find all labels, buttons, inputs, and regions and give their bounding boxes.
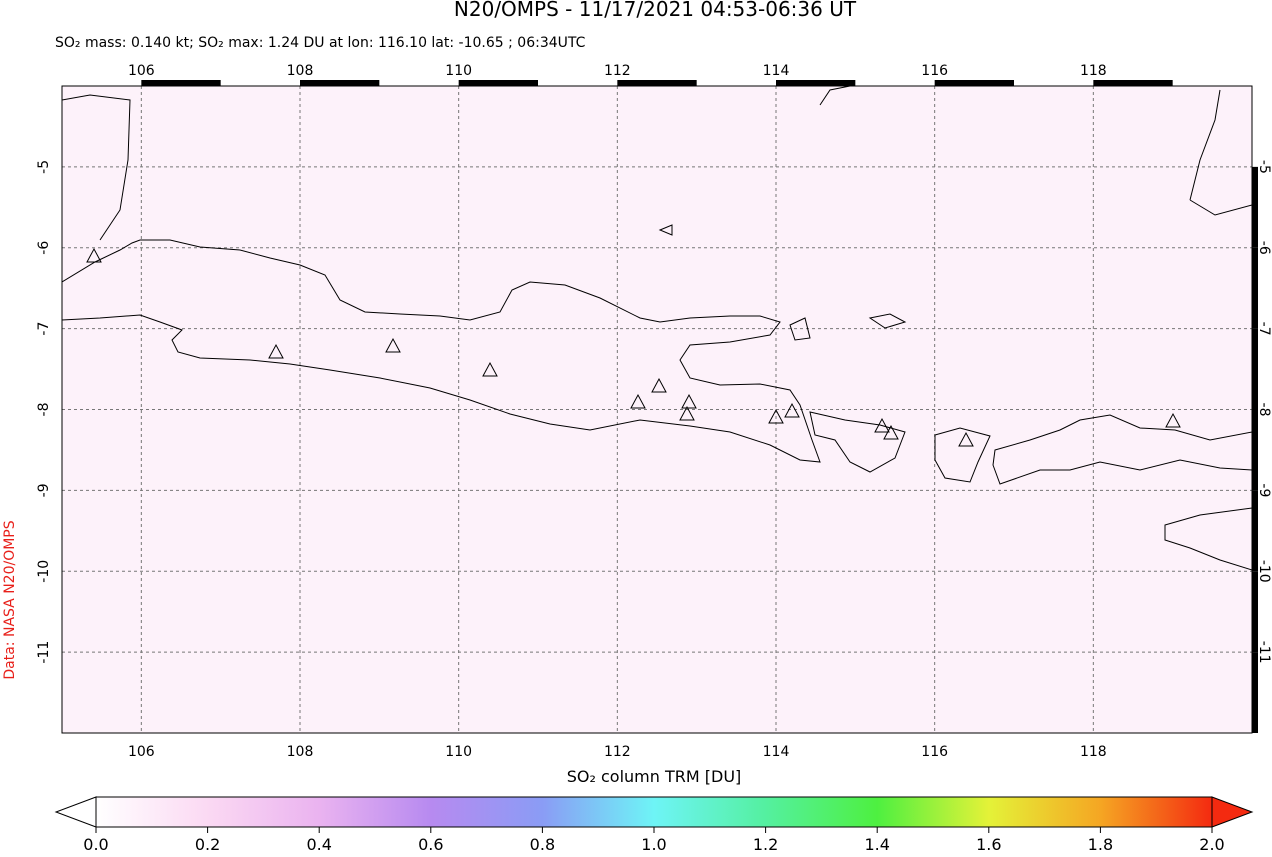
title: N20/OMPS - 11/17/2021 04:53-06:36 UT <box>454 0 857 21</box>
axis-band <box>1252 490 1258 572</box>
x-tick-label: 112 <box>604 744 631 760</box>
x-tick-label: 114 <box>763 744 790 760</box>
colorbar-tick-label: 0.0 <box>83 835 108 853</box>
x-tick-label: 110 <box>445 744 472 760</box>
y-tick-label: -8 <box>36 403 52 417</box>
axis-band <box>1093 80 1173 86</box>
coastline <box>62 239 821 463</box>
coastline <box>934 427 991 483</box>
axis-band <box>1252 328 1258 410</box>
grid <box>62 86 1252 733</box>
y-tick-label-right: -5 <box>1256 160 1272 174</box>
credit: Data: NASA N20/OMPS <box>2 520 18 679</box>
volcano <box>268 343 284 359</box>
axis-band <box>934 80 1014 86</box>
colorbar-tick-label: 1.2 <box>753 835 778 853</box>
colorbar-tick-label: 1.4 <box>864 835 889 853</box>
y-tick-label-right: -10 <box>1256 560 1272 583</box>
x-tick-label-top: 110 <box>445 63 472 79</box>
volcano <box>768 408 784 424</box>
volcano <box>874 417 890 433</box>
axis-band <box>776 80 856 86</box>
colorbar-label: SO₂ column TRM [DU] <box>567 767 742 786</box>
x-tick-label: 118 <box>1080 744 1107 760</box>
colorbar-tick-label: 1.0 <box>641 835 666 853</box>
colorbar-tick-label: 1.8 <box>1088 835 1113 853</box>
volcano <box>482 361 498 377</box>
y-tick-label: -7 <box>36 322 52 336</box>
x-tick-label: 116 <box>921 744 948 760</box>
coastline <box>658 224 907 341</box>
axis-band <box>1252 247 1258 329</box>
axis-band <box>1252 166 1258 248</box>
volcano <box>385 337 401 353</box>
colorbar-tick-label: 2.0 <box>1199 835 1224 853</box>
volcano <box>630 393 646 409</box>
coastline <box>1164 507 1252 571</box>
colorbar: SO₂ column TRM [DU] 0.0 0.2 0.4 0.6 0.8 1.0 1.… <box>54 767 1254 854</box>
x-tick-label-top: 112 <box>604 63 631 79</box>
x-tick-label-top: 116 <box>921 63 948 79</box>
x-tick-label-top: 118 <box>1080 63 1107 79</box>
volcano <box>651 377 667 393</box>
y-tick-label: -6 <box>36 241 52 255</box>
coastlines <box>62 86 1252 571</box>
volcano <box>958 431 974 447</box>
colorbar-tick-label: 0.2 <box>195 835 220 853</box>
colorbar-tick-label: 0.8 <box>530 835 555 853</box>
volcano <box>679 405 695 421</box>
y-tick-label: -9 <box>36 483 52 497</box>
volcano <box>681 393 697 409</box>
y-tick-label-right: -6 <box>1256 241 1272 255</box>
y-tick-label-right: -9 <box>1256 483 1272 497</box>
axis-band <box>617 80 697 86</box>
y-tick-label: -5 <box>36 160 52 174</box>
y-tick-label-right: -8 <box>1256 403 1272 417</box>
coastline <box>809 411 906 473</box>
volcano <box>1165 412 1181 428</box>
x-tick-label-top: 106 <box>128 63 155 79</box>
subtitle: SO₂ mass: 0.140 kt; SO₂ max: 1.24 DU at … <box>55 35 586 51</box>
axis-band <box>458 80 538 86</box>
volcano <box>86 247 102 263</box>
x-tick-label-top: 108 <box>287 63 314 79</box>
volcanoes <box>86 247 1181 447</box>
colorbar-scale <box>95 796 1213 828</box>
y-tick-label-right: -11 <box>1256 641 1272 664</box>
x-tick-label: 106 <box>128 744 155 760</box>
y-tick-label-right: -7 <box>1256 322 1272 336</box>
volcano <box>784 402 800 418</box>
colorbar-extend-low <box>54 796 97 828</box>
colorbar-extend-high <box>1211 796 1254 828</box>
x-tick-label-top: 114 <box>763 63 790 79</box>
colorbar-tick-label: 1.6 <box>976 835 1001 853</box>
colorbar-tick-label: 0.6 <box>418 835 443 853</box>
axis-band <box>1252 409 1258 491</box>
y-tick-label: -10 <box>36 560 52 583</box>
coastline <box>992 414 1252 485</box>
axis-band <box>1252 652 1258 733</box>
y-tick-label: -11 <box>36 641 52 664</box>
x-tick-label: 108 <box>287 744 314 760</box>
volcano <box>883 424 899 440</box>
axis-band <box>141 80 221 86</box>
coastline <box>62 86 1252 241</box>
axis-band <box>1252 571 1258 653</box>
axis-band <box>300 80 380 86</box>
colorbar-tick-label: 0.4 <box>306 835 331 853</box>
